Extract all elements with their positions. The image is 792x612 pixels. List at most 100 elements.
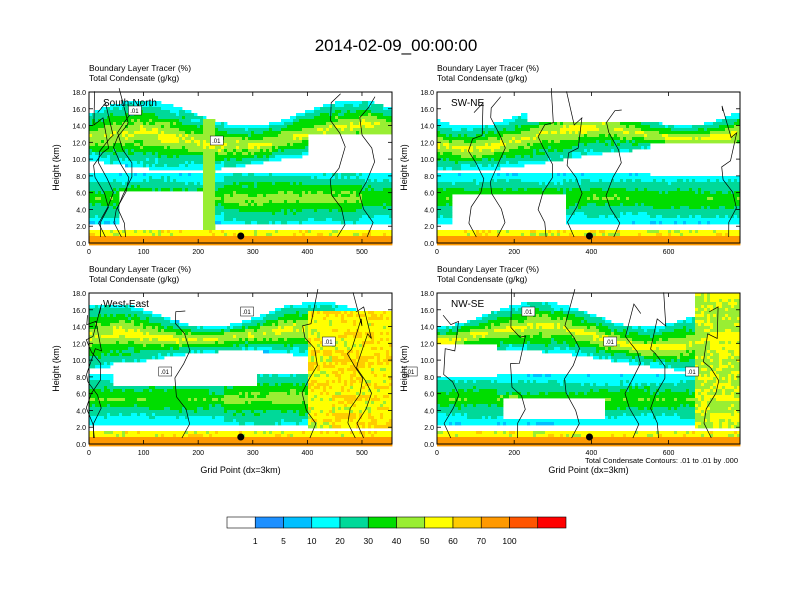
field-cell — [515, 155, 522, 159]
field-cell — [284, 320, 288, 324]
field-cell — [695, 356, 699, 360]
field-cell — [149, 416, 156, 420]
field-cell — [452, 134, 459, 138]
field-cell — [587, 143, 606, 147]
field-cell — [506, 347, 528, 351]
field-cell — [218, 431, 240, 435]
field-cell — [707, 380, 717, 384]
field-cell — [203, 221, 216, 225]
colorbar-swatch — [424, 516, 454, 529]
field-cell — [581, 173, 585, 177]
field-cell — [665, 323, 675, 327]
colorbar-label: 40 — [392, 536, 402, 546]
field-cell — [716, 371, 732, 375]
field-cell — [725, 341, 729, 345]
field-cell — [611, 356, 633, 360]
field-cell — [620, 233, 639, 237]
field-cell — [563, 173, 567, 177]
field-cell — [155, 356, 159, 360]
field-cell — [314, 332, 318, 336]
field-cell — [704, 356, 708, 360]
field-cell — [152, 233, 156, 237]
x-tick-label: 100 — [138, 450, 150, 457]
panel-label: SW-NE — [451, 98, 484, 109]
field-cell — [698, 377, 714, 381]
field-cell — [386, 332, 390, 336]
field-cell — [452, 329, 459, 333]
field-cell — [584, 173, 630, 177]
field-cell — [704, 380, 708, 384]
field-cell — [194, 131, 204, 135]
field-cell — [728, 362, 732, 366]
field-cell — [599, 350, 606, 354]
field-cell — [479, 182, 540, 186]
field-cell — [305, 146, 309, 150]
field-cell — [215, 191, 234, 195]
field-cell — [95, 197, 102, 201]
field-cell — [665, 179, 678, 183]
field-cell — [692, 344, 711, 348]
field-cell — [254, 422, 276, 426]
field-cell — [323, 173, 327, 177]
field-cell — [254, 146, 258, 150]
field-cell — [308, 374, 312, 378]
field-cell — [362, 206, 384, 210]
field-cell — [527, 302, 543, 306]
field-cell — [119, 107, 123, 111]
field-cell — [695, 317, 708, 321]
field-cell — [194, 350, 198, 354]
field-cell — [614, 194, 618, 198]
field-cell — [620, 389, 627, 393]
field-cell — [113, 203, 117, 207]
field-cell — [722, 422, 729, 426]
field-cell — [254, 230, 258, 234]
field-cell — [659, 131, 711, 135]
field-cell — [293, 434, 342, 438]
y-tick-label: 2.0 — [424, 224, 434, 231]
field-cell — [116, 341, 120, 345]
field-cell — [254, 329, 258, 333]
field-cell — [659, 362, 663, 366]
field-cell — [449, 143, 486, 147]
field-cell — [188, 164, 204, 168]
field-cell — [695, 377, 699, 381]
field-cell — [557, 122, 561, 126]
field-cell — [161, 329, 165, 333]
colorbar-swatch — [452, 516, 482, 529]
field-cell — [698, 323, 702, 327]
field-cell — [485, 233, 489, 237]
field-cell — [203, 170, 216, 174]
field-cell — [371, 434, 375, 438]
field-cell — [203, 155, 216, 159]
field-cell — [644, 413, 648, 417]
field-cell — [116, 152, 129, 156]
field-cell — [710, 413, 732, 417]
field-cell — [170, 179, 174, 183]
field-cell — [449, 338, 453, 342]
field-cell — [590, 341, 606, 345]
field-cell — [701, 191, 705, 195]
field-cell — [314, 116, 336, 120]
field-cell — [734, 323, 741, 327]
contour-line — [510, 288, 526, 439]
field-cell — [599, 140, 606, 144]
field-cell — [578, 350, 582, 354]
field-cell — [374, 338, 381, 342]
field-cell — [338, 356, 345, 360]
field-cell — [650, 386, 696, 390]
field-cell — [272, 128, 282, 132]
field-cell — [635, 140, 666, 144]
field-cell — [314, 395, 318, 399]
field-cell — [491, 164, 495, 168]
field-cell — [122, 230, 126, 234]
field-cell — [377, 407, 390, 411]
field-cell — [437, 401, 504, 405]
field-cell — [659, 122, 663, 126]
field-cell — [155, 188, 159, 192]
field-cell — [533, 137, 537, 141]
field-cell — [248, 134, 252, 138]
field-cell — [341, 176, 345, 180]
field-cell — [620, 374, 624, 378]
field-cell — [221, 197, 225, 201]
field-cell — [362, 188, 366, 192]
